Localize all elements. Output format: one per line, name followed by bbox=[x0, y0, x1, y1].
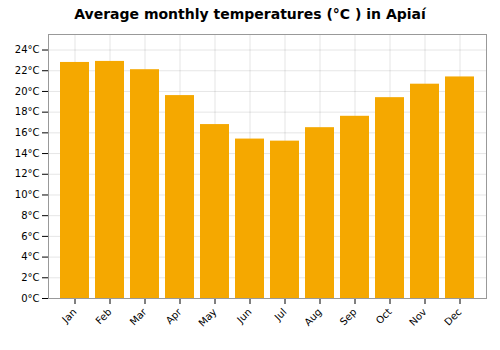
svg-text:Jul: Jul bbox=[272, 306, 289, 323]
svg-text:Feb: Feb bbox=[93, 306, 113, 326]
svg-text:Dec: Dec bbox=[442, 306, 463, 327]
html-text:Average monthly temperatures (: Average monthly temperatures (°C ) in Ap… bbox=[74, 6, 426, 22]
svg-text:Mar: Mar bbox=[128, 306, 150, 328]
svg-text:Oct: Oct bbox=[374, 306, 394, 326]
svg-text:Sep: Sep bbox=[338, 306, 359, 327]
svg-text:Nov: Nov bbox=[407, 306, 429, 328]
svg-text:24°C: 24°C bbox=[15, 44, 40, 55]
svg-text:12°C: 12°C bbox=[15, 168, 40, 179]
svg-text:Jun: Jun bbox=[234, 306, 254, 326]
svg-text:2°C: 2°C bbox=[21, 272, 39, 283]
svg-text:Aug: Aug bbox=[302, 306, 324, 328]
svg-text:May: May bbox=[196, 306, 218, 328]
svg-text:8°C: 8°C bbox=[21, 210, 39, 221]
svg-text:Jan: Jan bbox=[59, 306, 78, 325]
svg-text:6°C: 6°C bbox=[21, 231, 39, 242]
svg-text:0°C: 0°C bbox=[21, 293, 39, 304]
svg-text:14°C: 14°C bbox=[15, 148, 40, 159]
svg-text:Apr: Apr bbox=[164, 306, 185, 327]
svg-text:22°C: 22°C bbox=[15, 65, 40, 76]
svg-text:10°C: 10°C bbox=[15, 189, 40, 200]
svg-text:4°C: 4°C bbox=[21, 251, 39, 262]
svg-text:16°C: 16°C bbox=[15, 127, 40, 138]
svg-text:20°C: 20°C bbox=[15, 86, 40, 97]
svg-text:18°C: 18°C bbox=[15, 106, 40, 117]
